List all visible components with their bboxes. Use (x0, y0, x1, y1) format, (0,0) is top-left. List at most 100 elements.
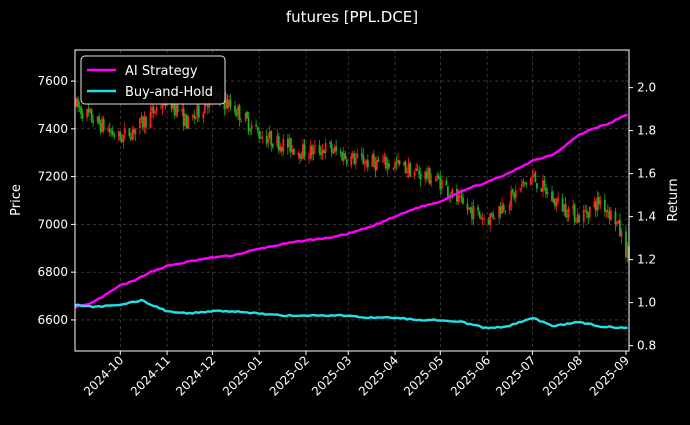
y-right-tick-label: 1.4 (637, 210, 656, 224)
y-right-axis-label: Return (666, 178, 681, 221)
candle-body (96, 116, 99, 123)
candle-body (152, 106, 155, 114)
candle-body (502, 205, 505, 211)
candle-body (587, 212, 590, 218)
candle-body (303, 143, 306, 158)
candle-body (344, 153, 347, 159)
candle-body (330, 144, 333, 152)
candle-body (185, 114, 188, 129)
candle-body (466, 203, 469, 210)
y-right-tick-label: 1.6 (637, 167, 656, 181)
candle-body (324, 143, 327, 153)
candle-body (309, 145, 312, 159)
candle-body (151, 107, 153, 111)
candle-body (563, 204, 565, 212)
series-line-ai-strategy (74, 113, 628, 309)
candle-body (614, 211, 617, 225)
candle-body (353, 153, 356, 164)
candle-body (394, 162, 396, 169)
candle-body (292, 148, 295, 155)
candle-body (134, 128, 137, 135)
candle-body (318, 144, 321, 154)
candle-body (445, 180, 448, 186)
candle-body (392, 167, 395, 169)
series-line-buy-and-hold (74, 298, 628, 330)
legend-box (80, 55, 226, 105)
candle-body (191, 115, 194, 118)
candle-body (525, 183, 528, 185)
candle-body (235, 112, 238, 116)
candle-body (382, 160, 384, 162)
candle-body (259, 137, 262, 139)
candle-body (564, 203, 567, 217)
candle-body (249, 130, 252, 132)
candle-body (101, 118, 104, 132)
candle-body (478, 211, 481, 217)
candle-body (626, 246, 629, 258)
candle-body (477, 207, 479, 211)
candle-body (102, 118, 105, 131)
candle-body (78, 106, 81, 108)
candle-body (584, 210, 587, 212)
candle-body (237, 106, 239, 115)
candle-body (250, 125, 253, 130)
y-right-tick-label: 1.0 (637, 296, 656, 310)
candle-body (341, 152, 344, 161)
candle-body (234, 105, 236, 113)
candle-body (511, 189, 514, 193)
candle-body (540, 188, 543, 192)
candle-body (90, 109, 93, 121)
candle-body (98, 116, 101, 124)
candle-body (286, 138, 289, 148)
candle-body (362, 155, 365, 165)
candle-body (576, 214, 579, 222)
candle-body (333, 146, 336, 153)
candle-body (531, 175, 534, 177)
candle-body (404, 161, 407, 173)
candle-body (557, 197, 559, 202)
candle-body (107, 129, 110, 131)
candle-body (616, 221, 618, 224)
candle-body (176, 104, 179, 113)
candle-body (332, 151, 335, 153)
y-right-tick-label: 1.8 (637, 124, 656, 138)
candle-body (187, 116, 190, 129)
candle-body (572, 205, 575, 209)
candle-body (119, 132, 122, 140)
candle-body (89, 110, 91, 112)
candle-body (620, 230, 623, 237)
candle-body (111, 130, 114, 135)
candle-body (536, 183, 538, 189)
candle-body (75, 99, 78, 107)
candle-body (599, 200, 602, 204)
y-left-tick-label: 6600 (37, 313, 68, 327)
candle-body (498, 206, 501, 218)
candle-body (108, 128, 111, 132)
candle-body (265, 135, 268, 144)
candle-body (277, 136, 280, 151)
candle-body (534, 173, 537, 183)
candle-body (323, 150, 325, 154)
candle-body (279, 146, 282, 152)
candle-body (356, 153, 359, 158)
candle-body (573, 204, 576, 222)
legend-label-ai-strategy: AI Strategy (125, 64, 198, 79)
candle-body (406, 171, 408, 173)
candle-body (155, 107, 158, 111)
candle-body (561, 198, 564, 212)
candle-body (596, 197, 599, 211)
candle-body (542, 180, 544, 192)
candle-body (403, 162, 405, 166)
y-right-tick-label: 1.2 (637, 253, 656, 267)
candle-body (605, 210, 608, 213)
candle-body (469, 207, 472, 210)
candle-body (407, 163, 410, 174)
candle-body (523, 182, 526, 184)
candle-body (244, 113, 247, 121)
candle-body (365, 160, 368, 164)
candle-body (297, 152, 300, 155)
candle-body (608, 211, 611, 219)
candle-body (508, 204, 511, 210)
candle-body (288, 138, 291, 148)
y-right-tick-label: 2.0 (637, 81, 656, 95)
